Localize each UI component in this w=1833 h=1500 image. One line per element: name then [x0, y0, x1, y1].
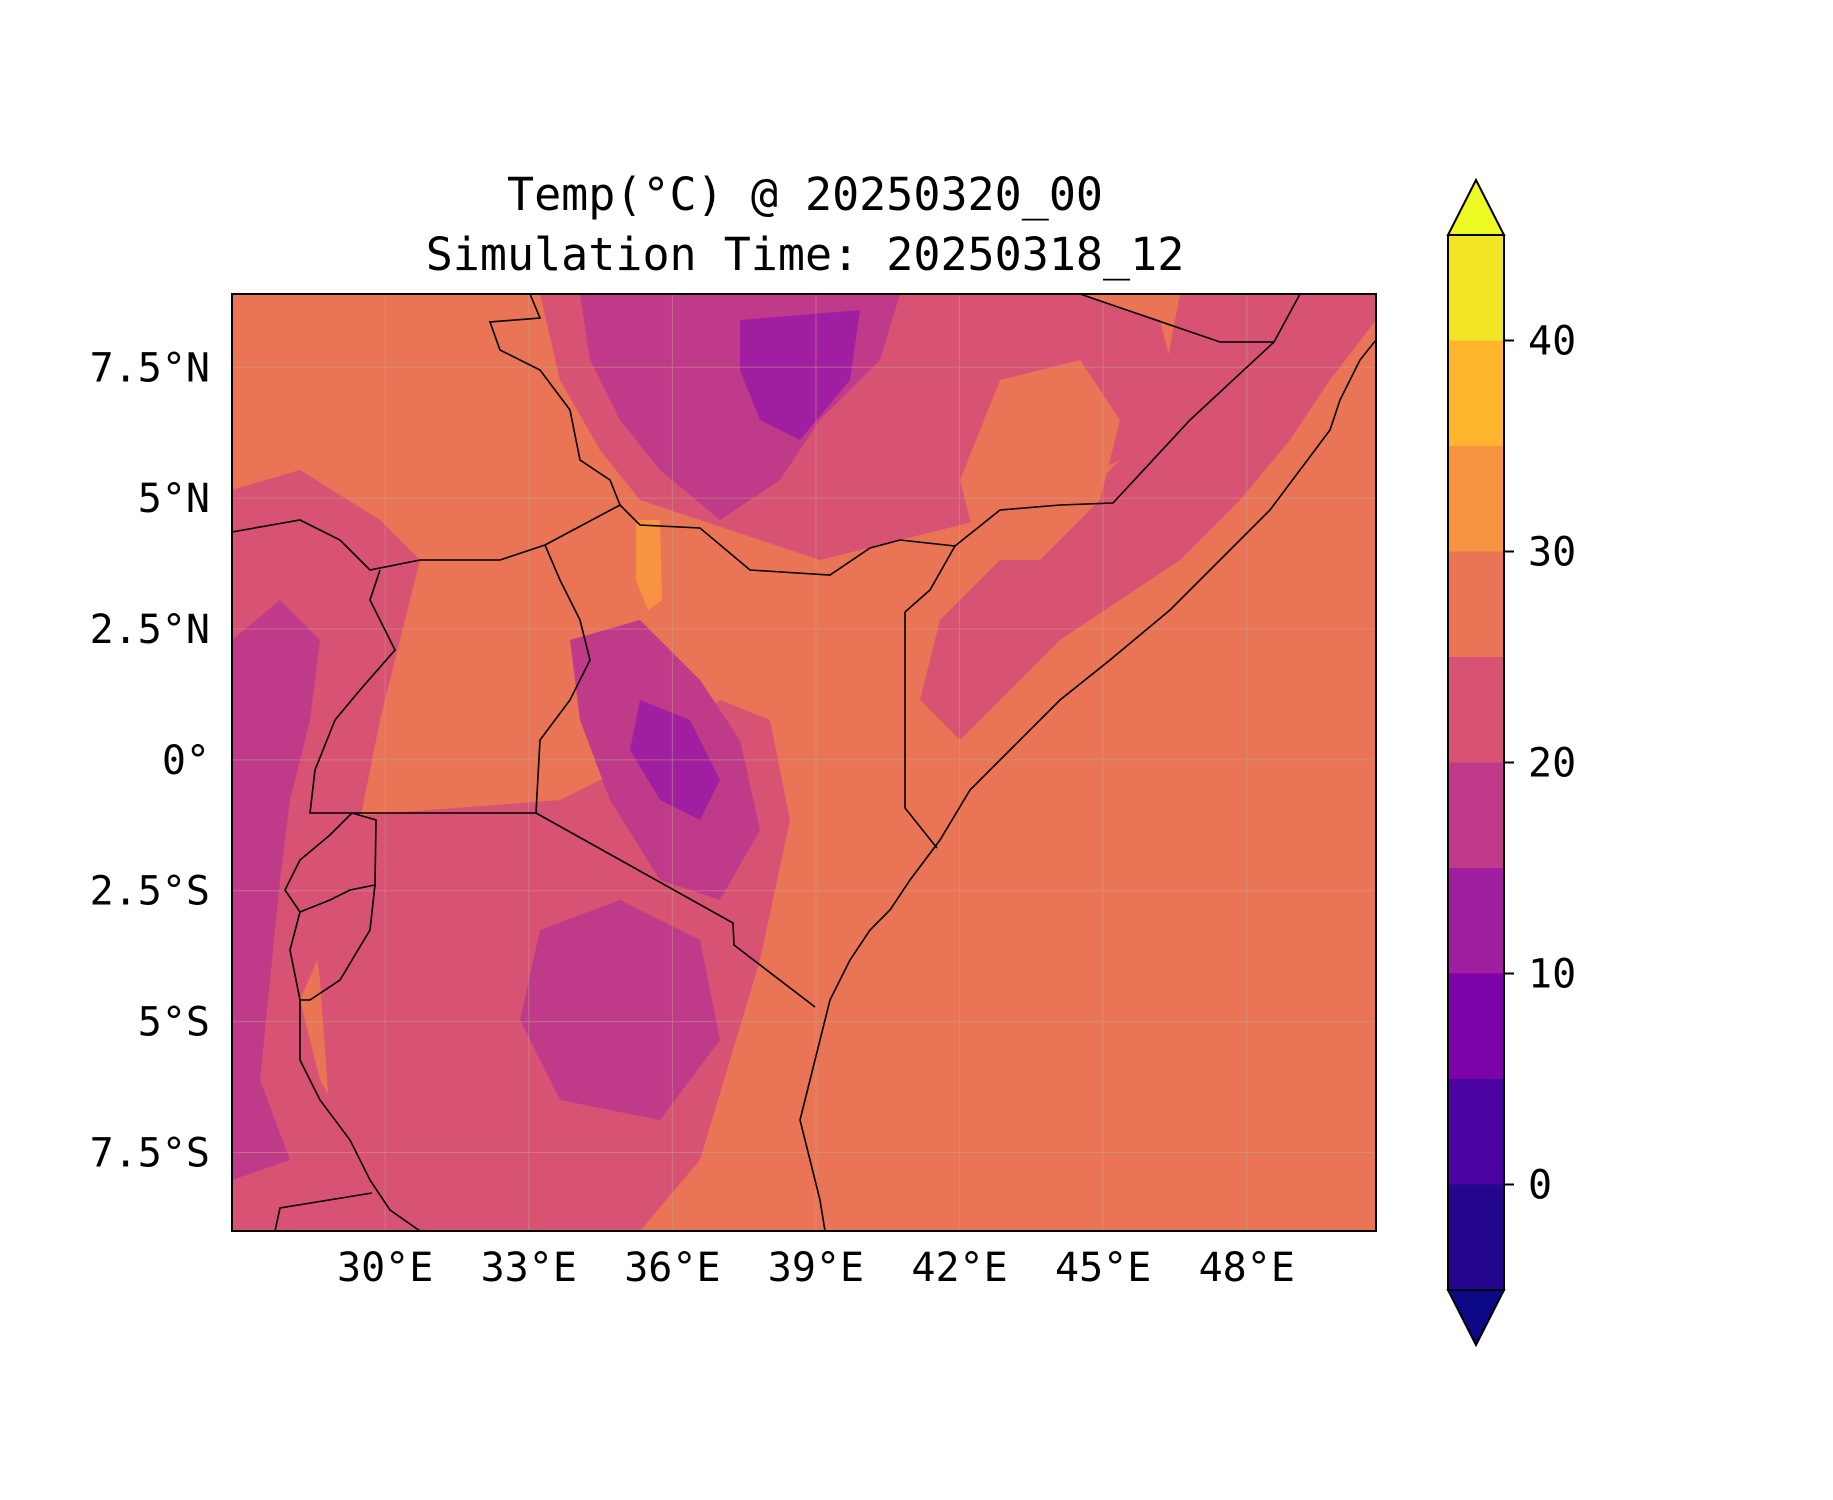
lon-tick-label: 39°E	[768, 1245, 864, 1291]
map-frame	[231, 293, 1377, 1232]
colorbar-band	[1448, 973, 1504, 1079]
colorbar-band	[1448, 762, 1504, 868]
colorbar-band	[1448, 1184, 1504, 1290]
map-panel: 30°E 33°E 36°E 39°E 42°E 45°E 48°E 7.5°N 5°N 2.5…	[90, 293, 1377, 1291]
colorbar-extend-max	[1446, 177, 1506, 236]
border-rwanda-burundi	[284, 812, 377, 913]
border-zambia-tanzania	[274, 1192, 373, 1231]
border-kenya-ethiopia	[544, 504, 956, 576]
lon-tick-label: 36°E	[624, 1245, 720, 1291]
lat-tick-label: 5°S	[138, 1000, 210, 1046]
contour-region-ethiopia-cold	[740, 310, 860, 440]
border-uganda-west	[309, 569, 396, 814]
lat-tick-label: 2.5°N	[90, 607, 210, 653]
colorbar-tick-label: 20	[1528, 741, 1576, 787]
lat-tick-label: 7.5°S	[90, 1130, 210, 1176]
lat-tick-label: 7.5°N	[90, 345, 210, 391]
colorbar-tick-label: 30	[1528, 530, 1576, 576]
colorbar: 0 10 20 30 40	[1446, 177, 1576, 1348]
contour-region-somalia	[920, 294, 1376, 740]
colorbar-band	[1448, 1079, 1504, 1185]
country-borders	[232, 294, 1376, 1231]
latitude-tick-labels: 7.5°N 5°N 2.5°N 0° 2.5°S 5°S 7.5°S	[90, 345, 210, 1176]
colorbar-tick-label: 10	[1528, 952, 1576, 998]
colorbar-tick-label: 0	[1528, 1163, 1552, 1209]
border-burundi-tanzania	[300, 884, 376, 1001]
border-kenya-tanzania	[535, 812, 816, 1008]
colorbar-band	[1448, 340, 1504, 446]
map-title: Temp(°C) @ 20250320_00 Simulation Time: …	[230, 165, 1380, 285]
border-ethiopia-somalia-north	[1079, 294, 1274, 343]
contour-region-west-cool	[232, 600, 320, 1180]
colorbar-band	[1448, 657, 1504, 763]
border-uganda-kenya	[535, 544, 591, 814]
lat-tick-label: 5°N	[138, 476, 210, 522]
lon-tick-label: 45°E	[1055, 1245, 1151, 1291]
border-lake-tanganyika	[289, 911, 421, 1231]
colorbar-band	[1448, 235, 1504, 341]
lon-tick-label: 42°E	[911, 1245, 1007, 1291]
colorbar-band	[1448, 446, 1504, 552]
border-south-sudan-uganda	[232, 519, 546, 571]
lon-tick-label: 30°E	[337, 1245, 433, 1291]
gridlines	[232, 294, 1376, 1231]
title-line-1: Temp(°C) @ 20250320_00	[506, 168, 1104, 221]
longitude-tick-labels: 30°E 33°E 36°E 39°E 42°E 45°E 48°E	[337, 1245, 1295, 1291]
colorbar-band	[1448, 868, 1504, 974]
contour-region-hot-spot	[636, 520, 662, 610]
lon-tick-label: 48°E	[1199, 1245, 1295, 1291]
colorbar-tick-label: 40	[1528, 319, 1576, 365]
colorbar-band	[1448, 551, 1504, 657]
lon-tick-label: 33°E	[481, 1245, 577, 1291]
title-line-2: Simulation Time: 20250318_12	[425, 228, 1185, 281]
coastline	[799, 339, 1376, 1231]
contour-region-central-cool	[520, 900, 720, 1120]
lat-tick-label: 2.5°S	[90, 869, 210, 915]
border-kenya-somalia-north	[904, 545, 956, 613]
lat-tick-label: 0°	[162, 738, 210, 784]
border-kenya-somalia	[904, 612, 938, 849]
temperature-field	[232, 294, 1376, 1231]
border-south-sudan-ethiopia	[488, 294, 621, 506]
colorbar-extend-min	[1446, 1289, 1506, 1348]
